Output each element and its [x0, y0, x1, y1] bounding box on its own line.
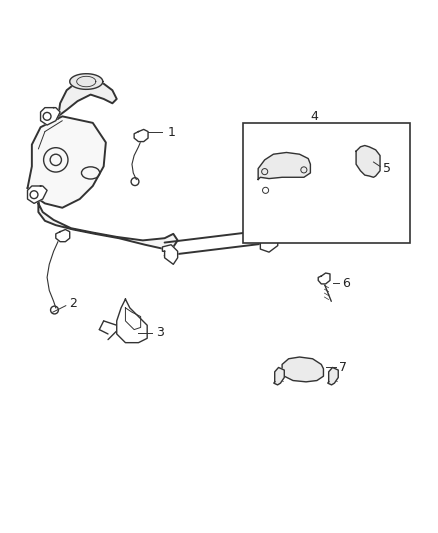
- Text: 4: 4: [311, 110, 319, 123]
- Text: 7: 7: [339, 361, 347, 374]
- Polygon shape: [70, 74, 103, 90]
- Polygon shape: [56, 230, 70, 241]
- Text: 1: 1: [167, 126, 175, 139]
- FancyBboxPatch shape: [243, 123, 410, 243]
- Polygon shape: [117, 299, 147, 343]
- Polygon shape: [258, 152, 311, 180]
- Text: 3: 3: [156, 326, 164, 339]
- Polygon shape: [28, 186, 47, 204]
- Polygon shape: [328, 367, 338, 385]
- Polygon shape: [356, 146, 380, 177]
- Text: 6: 6: [342, 277, 350, 289]
- Text: 2: 2: [69, 297, 77, 310]
- Polygon shape: [282, 357, 323, 382]
- Polygon shape: [274, 367, 284, 385]
- Polygon shape: [56, 79, 117, 118]
- Polygon shape: [134, 130, 148, 142]
- Polygon shape: [28, 116, 106, 208]
- Polygon shape: [162, 245, 178, 264]
- Text: 5: 5: [382, 162, 391, 175]
- Polygon shape: [318, 273, 330, 284]
- Polygon shape: [260, 228, 278, 252]
- Polygon shape: [41, 108, 60, 125]
- Polygon shape: [39, 199, 178, 249]
